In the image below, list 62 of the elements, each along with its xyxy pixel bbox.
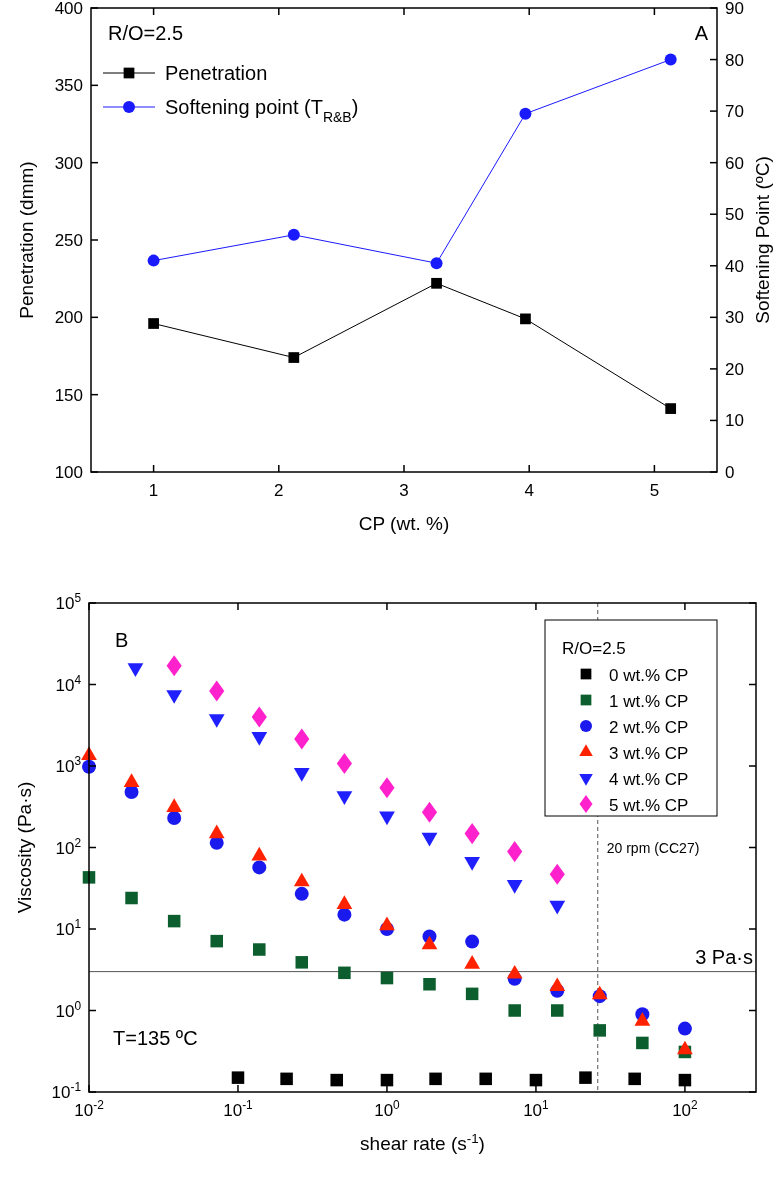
x-tick-label: 10$^{-1}$ bbox=[223, 1098, 254, 1120]
point bbox=[148, 318, 159, 329]
point bbox=[147, 254, 160, 267]
ref-line-label: 20 rpm (CC27) bbox=[606, 839, 700, 856]
y-tick-label: 250 bbox=[54, 231, 83, 250]
point bbox=[519, 107, 532, 120]
x-tick-label: 1 bbox=[148, 481, 159, 500]
x-tick-label: 10$^{0}$ bbox=[374, 1098, 401, 1120]
ref-line-label: 3 Pa·s bbox=[695, 945, 753, 968]
x-tick-label: 3 bbox=[399, 481, 409, 500]
y2-tick-label: 80 bbox=[725, 50, 744, 70]
y-axis-title: Viscosity (Pa·s) bbox=[14, 781, 35, 914]
y-tick-label: 300 bbox=[54, 153, 83, 173]
annotation: T=135 ºC bbox=[113, 1027, 198, 1049]
annotation: R/O=2.5 bbox=[108, 22, 184, 44]
y2-tick-label: 30 bbox=[725, 308, 744, 328]
legend-label: 0 wt.% CP bbox=[609, 666, 689, 685]
point bbox=[664, 53, 677, 66]
x-tick-label: 10$^{2}$ bbox=[672, 1098, 699, 1120]
y-tick-label: 10$^{0}$ bbox=[55, 998, 82, 1021]
y-tick-label: 10$^{1}$ bbox=[55, 917, 82, 939]
y2-tick-label: 0 bbox=[725, 463, 735, 482]
y-tick-label: 100 bbox=[54, 463, 83, 482]
x-axis-title: CP (wt. %) bbox=[358, 513, 450, 534]
y2-tick-label: 40 bbox=[725, 256, 744, 276]
y2-tick-label: 70 bbox=[725, 102, 744, 122]
y2-tick-label: 90 bbox=[725, 0, 744, 18]
legend-label: 4 wt.% CP bbox=[609, 770, 689, 789]
y2-tick-label: 20 bbox=[725, 359, 744, 379]
legend-label: 3 wt.% CP bbox=[609, 744, 689, 763]
y-tick-label: 150 bbox=[54, 385, 83, 405]
y-tick-label: 400 bbox=[54, 0, 83, 18]
y-axis-title: Penetration (dmm) bbox=[16, 161, 37, 319]
x-tick-label: 10$^{1}$ bbox=[523, 1098, 550, 1120]
y-tick-label: 10$^{3}$ bbox=[55, 754, 82, 776]
y2-tick-label: 60 bbox=[725, 153, 744, 173]
y2-tick-label: 10 bbox=[725, 411, 744, 431]
y-tick-label: 350 bbox=[54, 76, 83, 96]
legend-label: Softening point (T$_{R&B}$) bbox=[165, 96, 359, 125]
y-tick-label: 10$^{2}$ bbox=[55, 835, 82, 858]
annotation: A bbox=[694, 22, 709, 44]
legend-label: 2 wt.% CP bbox=[609, 718, 689, 737]
point bbox=[431, 277, 442, 289]
legend-title: R/O=2.5 bbox=[562, 639, 626, 658]
point bbox=[520, 313, 531, 325]
x-axis-title: shear rate (s$^{-1}$) bbox=[360, 1130, 485, 1154]
legend-label: 1 wt.% CP bbox=[609, 692, 689, 711]
x-tick-label: 5 bbox=[649, 481, 660, 500]
point bbox=[287, 228, 300, 241]
point bbox=[665, 403, 677, 414]
y2-axis-title: Softening Point (ºC) bbox=[752, 156, 773, 324]
legend-label: Penetration bbox=[165, 62, 268, 84]
y-tick-label: 10$^{5}$ bbox=[55, 591, 82, 613]
point bbox=[288, 352, 300, 363]
x-tick-label: 2 bbox=[274, 481, 284, 500]
legend-label: 5 wt.% CP bbox=[609, 796, 689, 815]
y-tick-label: 10$^{4}$ bbox=[55, 672, 82, 695]
y2-tick-label: 50 bbox=[725, 205, 744, 225]
annotation: B bbox=[115, 629, 129, 651]
x-tick-label: 4 bbox=[524, 481, 534, 500]
y-tick-label: 200 bbox=[54, 308, 83, 328]
point bbox=[430, 257, 443, 270]
